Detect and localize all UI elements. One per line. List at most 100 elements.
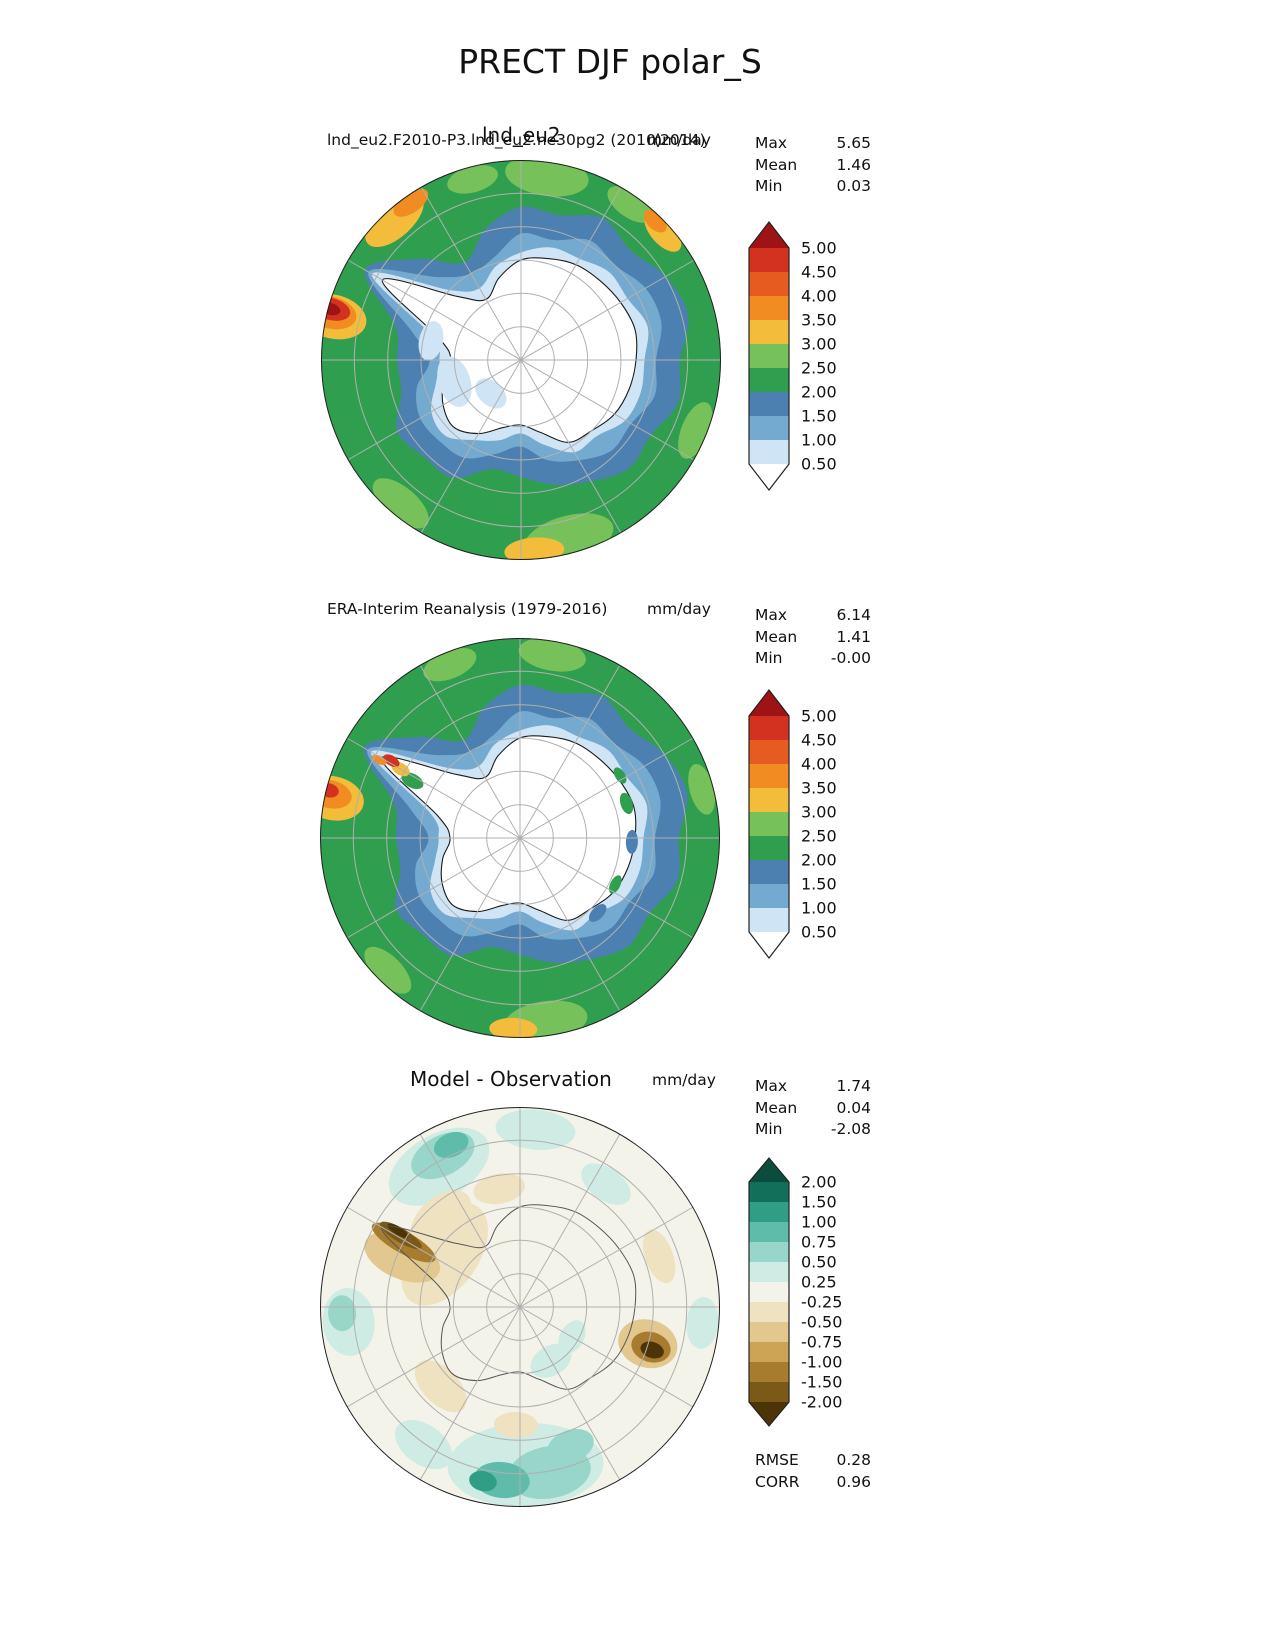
stat-row-max: Max 5.65 (755, 133, 871, 155)
stat-row-mean: Mean 1.41 (755, 627, 871, 649)
colorbar-tick-label: 5.00 (801, 707, 837, 726)
colorbar-segment (749, 740, 789, 764)
map-layers (321, 160, 721, 560)
contour-patch (678, 402, 713, 459)
colorbar-tick-label: -2.00 (801, 1393, 842, 1412)
panel1-units-label: mm/day (647, 131, 711, 149)
contour-patch (493, 1411, 538, 1438)
contour-patch (495, 1109, 576, 1150)
figure-title: PRECT DJF polar_S (458, 42, 762, 81)
contour-patch (410, 1190, 472, 1249)
colorbar-tick-label: -0.25 (801, 1293, 842, 1312)
colorbar-tick-label: 4.00 (801, 755, 837, 774)
stat-value-mean: 1.41 (836, 627, 871, 646)
contour-patch (489, 1017, 538, 1038)
contour-patch (547, 1428, 594, 1464)
colorbar-segment (749, 1282, 789, 1302)
contour-patch (588, 904, 607, 922)
colorbar-segment (749, 908, 789, 932)
metric-label-rmse: RMSE (755, 1451, 799, 1469)
colorbar-cap-top (749, 1158, 789, 1182)
graticule (320, 1107, 720, 1507)
stat-label-max: Max (755, 1077, 788, 1095)
contour-patch (414, 1360, 467, 1413)
stat-row-max: Max 1.74 (755, 1076, 871, 1098)
contour-patch (387, 1223, 409, 1238)
contour-patch (447, 165, 498, 194)
colorbar-tick-label: 4.50 (801, 731, 837, 750)
colorbar-svg: 5.00 4.50 4.00 3.50 3.00 2.50 2.00 1.50 1.00 0.50 (748, 689, 837, 959)
stat-label-max: Max (755, 606, 788, 624)
stat-label-min: Min (755, 177, 783, 195)
colorbar-tick-label: 3.00 (801, 803, 837, 822)
graticule (321, 160, 721, 560)
colorbar-segment (749, 1242, 789, 1262)
contour-patch (686, 1296, 719, 1349)
colorbar-segment (749, 344, 789, 368)
contour-patch (625, 829, 638, 854)
panel3-stats: Max 1.74 Mean 0.04 Min -2.08 (755, 1076, 871, 1141)
colorbar-segment (749, 1202, 789, 1222)
colorbar-segment (749, 1302, 789, 1322)
colorbar-tick-label: 3.00 (801, 335, 837, 354)
contour-patch (393, 188, 429, 217)
colorbar-segment (749, 368, 789, 392)
colorbar-tick-label: 2.00 (801, 851, 837, 870)
colorbar-segment (749, 1222, 789, 1242)
stat-row-max: Max 6.14 (755, 605, 871, 627)
contour-patch (469, 1470, 497, 1492)
metric-value-corr: 0.96 (836, 1472, 871, 1491)
colorbar-cap-top (749, 690, 789, 716)
colorbar-tick-label: 1.00 (801, 431, 837, 450)
stat-label-mean: Mean (755, 155, 798, 174)
metric-label-corr: CORR (755, 1472, 800, 1491)
contour-patch (383, 754, 400, 768)
colorbar-tick-label: 2.50 (801, 827, 837, 846)
map-frame (320, 1107, 720, 1507)
stat-row-min: Min 0.03 (755, 176, 871, 198)
contour-patch (372, 478, 429, 529)
colorbar-svg: 5.00 4.50 4.00 3.50 3.00 2.50 2.00 1.50 1.00 0.50 (748, 221, 837, 491)
colorbar-model: 5.00 4.50 4.00 3.50 3.00 2.50 2.00 1.50 1.00 0.50 (748, 220, 868, 500)
colorbar-segment (749, 296, 789, 320)
panel2-units-label: mm/day (647, 600, 711, 618)
panel1-center-title: lnd_eu2 (482, 123, 561, 147)
colorbar-tick-label: 1.00 (801, 1213, 837, 1232)
contour-patch (581, 1163, 631, 1205)
colorbar-tick-label: 0.50 (801, 455, 837, 474)
colorbar-segment (749, 764, 789, 788)
panel1-stats: Max 5.65 Mean 1.46 Min 0.03 (755, 133, 871, 198)
colorbar-outline (748, 1157, 790, 1427)
colorbar-observation: 5.00 4.50 4.00 3.50 3.00 2.50 2.00 1.50 1.00 0.50 (748, 688, 868, 968)
colorbar-segment (749, 884, 789, 908)
stat-value-mean: 1.46 (836, 155, 871, 174)
stat-label-min: Min (755, 1120, 783, 1138)
panel3-units-label: mm/day (652, 1071, 716, 1089)
contour-patch (475, 378, 507, 409)
metric-value-rmse: 0.28 (836, 1451, 871, 1469)
stat-value-min: -0.00 (830, 649, 871, 667)
contour-patch (642, 1229, 676, 1284)
colorbar-tick-label: 2.00 (801, 1173, 837, 1192)
contour-patch (619, 792, 634, 815)
stat-row-min: Min -0.00 (755, 648, 871, 670)
colorbar-segment (749, 1182, 789, 1202)
colorbar-cap-bottom (749, 464, 789, 490)
colorbar-segment (749, 1342, 789, 1362)
colorbar-difference: 2.00 1.50 1.00 0.75 0.50 0.25 -0.25 -0.50 -0.75-… (748, 1156, 868, 1436)
colorbar-tick-label: 1.50 (801, 1193, 837, 1212)
colorbar-segment (749, 272, 789, 296)
colorbar-cap-top (749, 222, 789, 248)
colorbar-tick-label: 2.50 (801, 359, 837, 378)
colorbar-segment (749, 812, 789, 836)
colorbar-segment (749, 1262, 789, 1282)
colorbar-tick-label: 3.50 (801, 779, 837, 798)
contour-patch (688, 763, 716, 815)
map-observation (320, 638, 720, 1038)
stat-label-mean: Mean (755, 627, 798, 646)
colorbar-cap-bottom (749, 1402, 789, 1426)
colorbar-tick-label: -1.50 (801, 1373, 842, 1392)
contour-patch (518, 638, 586, 672)
stat-row-mean: Mean 1.46 (755, 155, 871, 177)
stat-value-max: 5.65 (836, 134, 871, 152)
